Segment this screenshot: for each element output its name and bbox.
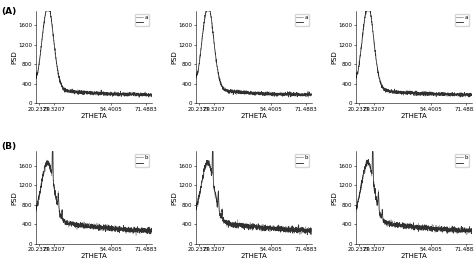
X-axis label: 2THETA: 2THETA xyxy=(80,253,107,260)
Legend: a, : a, xyxy=(295,14,309,26)
Legend: b, : b, xyxy=(456,154,469,167)
X-axis label: 2THETA: 2THETA xyxy=(240,113,267,119)
Legend: b, : b, xyxy=(295,154,309,167)
Text: (B): (B) xyxy=(1,142,16,151)
Y-axis label: PSD: PSD xyxy=(331,191,337,205)
Y-axis label: PSD: PSD xyxy=(11,191,17,205)
X-axis label: 2THETA: 2THETA xyxy=(400,253,427,260)
Legend: b, : b, xyxy=(135,154,149,167)
X-axis label: 2THETA: 2THETA xyxy=(240,253,267,260)
Text: (A): (A) xyxy=(1,7,16,16)
Legend: a, : a, xyxy=(135,14,149,26)
X-axis label: 2THETA: 2THETA xyxy=(400,113,427,119)
Y-axis label: PSD: PSD xyxy=(331,50,337,64)
Y-axis label: PSD: PSD xyxy=(171,191,177,205)
X-axis label: 2THETA: 2THETA xyxy=(80,113,107,119)
Y-axis label: PSD: PSD xyxy=(171,50,177,64)
Y-axis label: PSD: PSD xyxy=(11,50,17,64)
Legend: a, : a, xyxy=(456,14,469,26)
